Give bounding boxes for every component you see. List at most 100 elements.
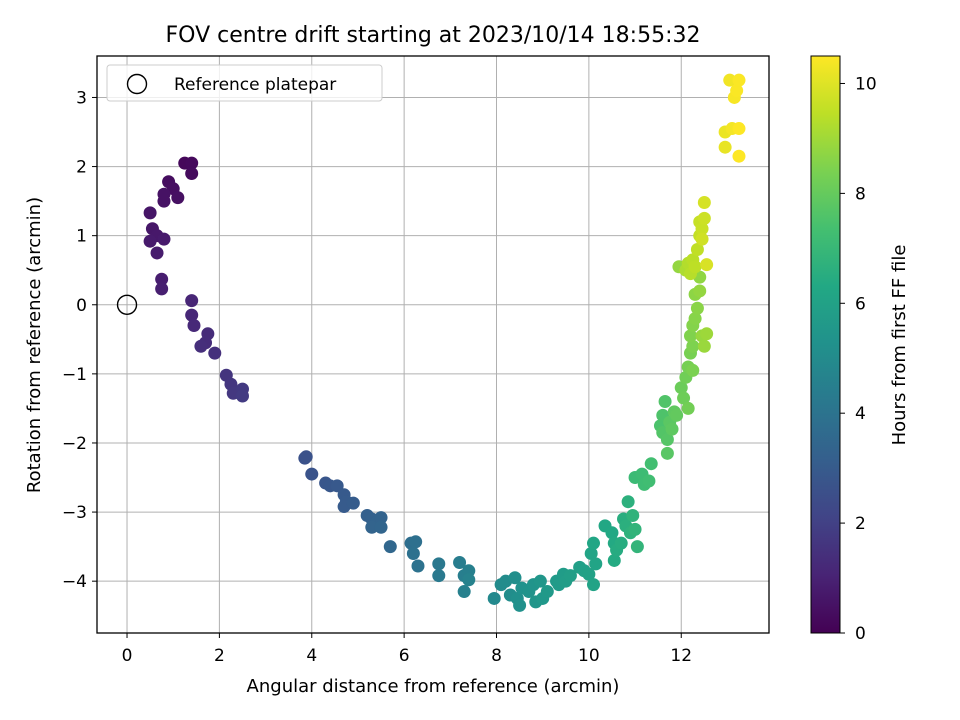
data-point bbox=[586, 536, 600, 550]
data-point bbox=[487, 591, 501, 605]
data-point bbox=[690, 301, 704, 315]
data-point bbox=[628, 522, 642, 536]
colorbar-label: Hours from first FF file bbox=[889, 245, 910, 446]
colorbar-tick-label: 2 bbox=[855, 514, 866, 534]
data-point bbox=[665, 422, 679, 436]
data-point bbox=[660, 446, 674, 460]
y-tick-label: 2 bbox=[76, 158, 87, 178]
data-point bbox=[208, 346, 222, 360]
data-point bbox=[732, 73, 746, 87]
y-tick-label: −3 bbox=[62, 503, 87, 523]
data-point bbox=[235, 389, 249, 403]
data-point bbox=[533, 574, 547, 588]
colorbar-tick-label: 8 bbox=[855, 184, 866, 204]
plot-frame bbox=[96, 55, 770, 634]
data-point bbox=[185, 156, 199, 170]
data-point bbox=[658, 395, 672, 409]
data-point bbox=[674, 381, 688, 395]
data-point bbox=[157, 194, 171, 208]
data-point bbox=[644, 457, 658, 471]
y-tick-label: −2 bbox=[62, 434, 87, 454]
data-point bbox=[732, 122, 746, 136]
data-point bbox=[143, 234, 157, 248]
reference-platepar-marker bbox=[116, 294, 138, 315]
data-point bbox=[383, 540, 397, 554]
data-point bbox=[508, 571, 522, 585]
chart-title: FOV centre drift starting at 2023/10/14 … bbox=[166, 23, 701, 48]
y-tick-label: 1 bbox=[76, 227, 87, 247]
data-point bbox=[586, 578, 600, 592]
data-point bbox=[670, 408, 684, 422]
data-point bbox=[688, 312, 702, 326]
y-axis-label: Rotation from reference (arcmin) bbox=[24, 197, 45, 493]
data-point bbox=[605, 526, 619, 540]
colorbar-tick-label: 4 bbox=[855, 404, 866, 424]
data-point bbox=[677, 391, 691, 405]
data-point bbox=[411, 559, 425, 573]
data-point bbox=[513, 598, 527, 612]
data-point bbox=[700, 327, 714, 341]
data-point bbox=[187, 318, 201, 332]
x-axis-ticks: 0 2 4 6 8 10 12 bbox=[122, 633, 692, 666]
legend-reference-marker-icon bbox=[126, 73, 148, 95]
data-point bbox=[171, 191, 185, 205]
data-point bbox=[374, 511, 388, 525]
data-point bbox=[453, 556, 467, 570]
data-point bbox=[155, 282, 169, 296]
data-point bbox=[365, 520, 379, 534]
data-point bbox=[688, 260, 702, 274]
data-point bbox=[723, 73, 737, 87]
colorbar bbox=[810, 55, 841, 634]
data-point bbox=[630, 540, 644, 554]
data-point bbox=[305, 467, 319, 481]
data-point bbox=[563, 569, 577, 583]
colorbar-tick-label: 6 bbox=[855, 294, 866, 314]
y-tick-label: 3 bbox=[76, 88, 87, 108]
data-point bbox=[683, 329, 697, 343]
data-point bbox=[185, 294, 199, 308]
data-point bbox=[157, 232, 171, 246]
data-point bbox=[642, 474, 656, 488]
data-point bbox=[700, 258, 714, 272]
data-point bbox=[457, 585, 471, 599]
legend: Reference platepar bbox=[106, 64, 383, 102]
x-tick-label: 8 bbox=[491, 646, 502, 666]
colorbar-tick-label: 10 bbox=[855, 74, 877, 94]
y-axis-ticks: −4 −3 −2 −1 0 1 2 3 bbox=[62, 88, 97, 592]
data-point bbox=[299, 450, 313, 464]
x-tick-label: 10 bbox=[578, 646, 600, 666]
data-point bbox=[690, 242, 704, 256]
data-point bbox=[143, 206, 157, 220]
data-point bbox=[695, 232, 709, 246]
data-point bbox=[462, 564, 476, 578]
data-point bbox=[432, 569, 446, 583]
data-point bbox=[730, 84, 744, 98]
data-point bbox=[686, 339, 700, 353]
data-point bbox=[718, 140, 732, 154]
data-point bbox=[185, 166, 199, 180]
x-tick-label: 0 bbox=[122, 646, 133, 666]
colorbar-tick-label: 0 bbox=[855, 624, 866, 644]
data-point bbox=[697, 339, 711, 353]
data-point bbox=[462, 573, 476, 587]
data-point bbox=[582, 567, 596, 581]
y-tick-label: 0 bbox=[76, 296, 87, 316]
data-point bbox=[697, 211, 711, 225]
data-point bbox=[626, 509, 640, 523]
data-point bbox=[681, 401, 695, 415]
x-axis-label: Angular distance from reference (arcmin) bbox=[247, 676, 620, 697]
y-tick-label: −1 bbox=[62, 365, 87, 385]
data-point bbox=[155, 272, 169, 286]
x-tick-label: 12 bbox=[670, 646, 692, 666]
data-point bbox=[621, 495, 635, 509]
legend-entry-reference: Reference platepar bbox=[174, 75, 336, 95]
x-tick-label: 6 bbox=[399, 646, 410, 666]
data-point bbox=[432, 557, 446, 571]
data-point bbox=[584, 547, 598, 561]
data-point bbox=[693, 284, 707, 298]
y-tick-label: −4 bbox=[62, 572, 87, 592]
data-point bbox=[660, 433, 674, 447]
data-point bbox=[697, 195, 711, 209]
data-point bbox=[194, 339, 208, 353]
